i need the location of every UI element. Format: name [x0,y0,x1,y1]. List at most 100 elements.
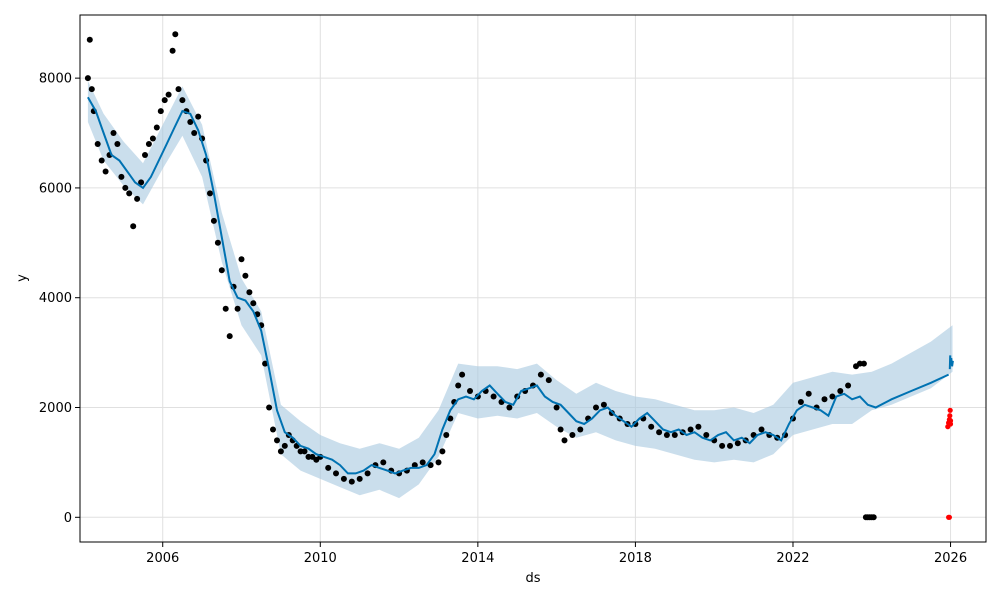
observed-point [153,124,160,131]
observed-point [439,448,446,455]
observed-point [600,401,607,408]
y-axis-label: y [15,274,30,282]
observed-point [427,462,434,469]
observed-point [860,360,867,367]
observed-point [195,113,202,120]
uncertainty-band [87,80,953,499]
plot-frame [79,14,987,543]
observed-point [447,415,454,422]
uncertainty-band-area [87,80,953,499]
observed-point [845,382,852,389]
observed-point [380,459,387,466]
observed-point [537,371,544,378]
anomaly-point [947,407,953,413]
observed-point [114,141,121,147]
observed-point [467,388,473,394]
observed-point [142,152,148,158]
observed-point [246,289,253,296]
observed-point [218,267,225,274]
observed-point [805,390,812,397]
observed-point [870,514,877,521]
forecast-line [948,355,954,370]
observed-point [242,272,249,279]
anomaly-point [946,514,953,520]
observed-point [130,223,137,230]
observed-point [138,179,145,186]
observed-point [829,393,836,400]
observed-point [266,404,273,411]
observed-point [277,448,284,455]
observed-point [687,426,694,433]
observed-point [274,437,280,444]
x-tick-label: 2018 [619,551,652,566]
grid [80,15,986,542]
y-tick-label: 0 [64,511,72,526]
observed-point [84,75,91,82]
observed-point [545,377,552,384]
observed-point [695,423,702,430]
observed-point [165,91,172,98]
observed-point [222,305,229,312]
observed-point [210,217,217,224]
anomaly-point [947,413,953,419]
observed-point [207,190,213,197]
observed-point [348,478,355,485]
observed-point [118,173,125,180]
observed-point [134,195,141,202]
observed-point [419,459,426,466]
observed-point [719,442,726,449]
anomaly-point [947,421,954,427]
observed-point [175,86,182,93]
observed-point [734,440,741,447]
x-tick-label: 2014 [461,551,494,566]
x-axis-label: ds [525,571,540,586]
observed-point [325,464,332,471]
x-tick-label: 2010 [304,551,337,566]
observed-point [102,168,109,175]
x-tick-label: 2026 [934,551,967,566]
observed-point [169,47,176,54]
observed-point [435,459,442,466]
observed-point [340,475,347,482]
y-tick-label: 8000 [39,72,72,87]
observed-point [593,404,599,411]
observed-point [837,388,844,394]
observed-point [506,404,513,411]
observed-point [797,399,804,405]
observed-point [110,130,117,136]
observed-point [356,475,363,482]
observed-point [671,432,678,438]
observed-point [364,470,371,477]
observed-point [490,393,497,400]
observed-point [703,432,710,438]
observed-point [172,31,179,38]
forecast-lines [87,96,954,475]
observed-point [553,404,560,411]
observed-point [270,426,276,433]
observed-point [149,135,156,142]
anomaly-points [945,407,954,520]
observed-point [122,184,129,191]
observed-point [443,432,450,438]
observed-point [569,432,576,438]
observed-point [557,426,564,433]
observed-point [648,423,655,430]
observed-point [226,333,233,340]
observed-point [86,36,93,43]
observed-point [179,97,186,104]
observed-point [758,426,765,433]
observed-point [656,429,663,436]
observed-point [191,130,198,136]
observed-point [234,305,241,312]
x-tick-label: 2022 [776,551,809,566]
observed-point [94,141,101,147]
observed-point [577,426,584,433]
observed-point [161,97,168,104]
observed-point [411,462,418,469]
observed-point [301,448,308,455]
observed-point [145,141,152,147]
observed-point [88,86,95,93]
observed-point [455,382,462,389]
